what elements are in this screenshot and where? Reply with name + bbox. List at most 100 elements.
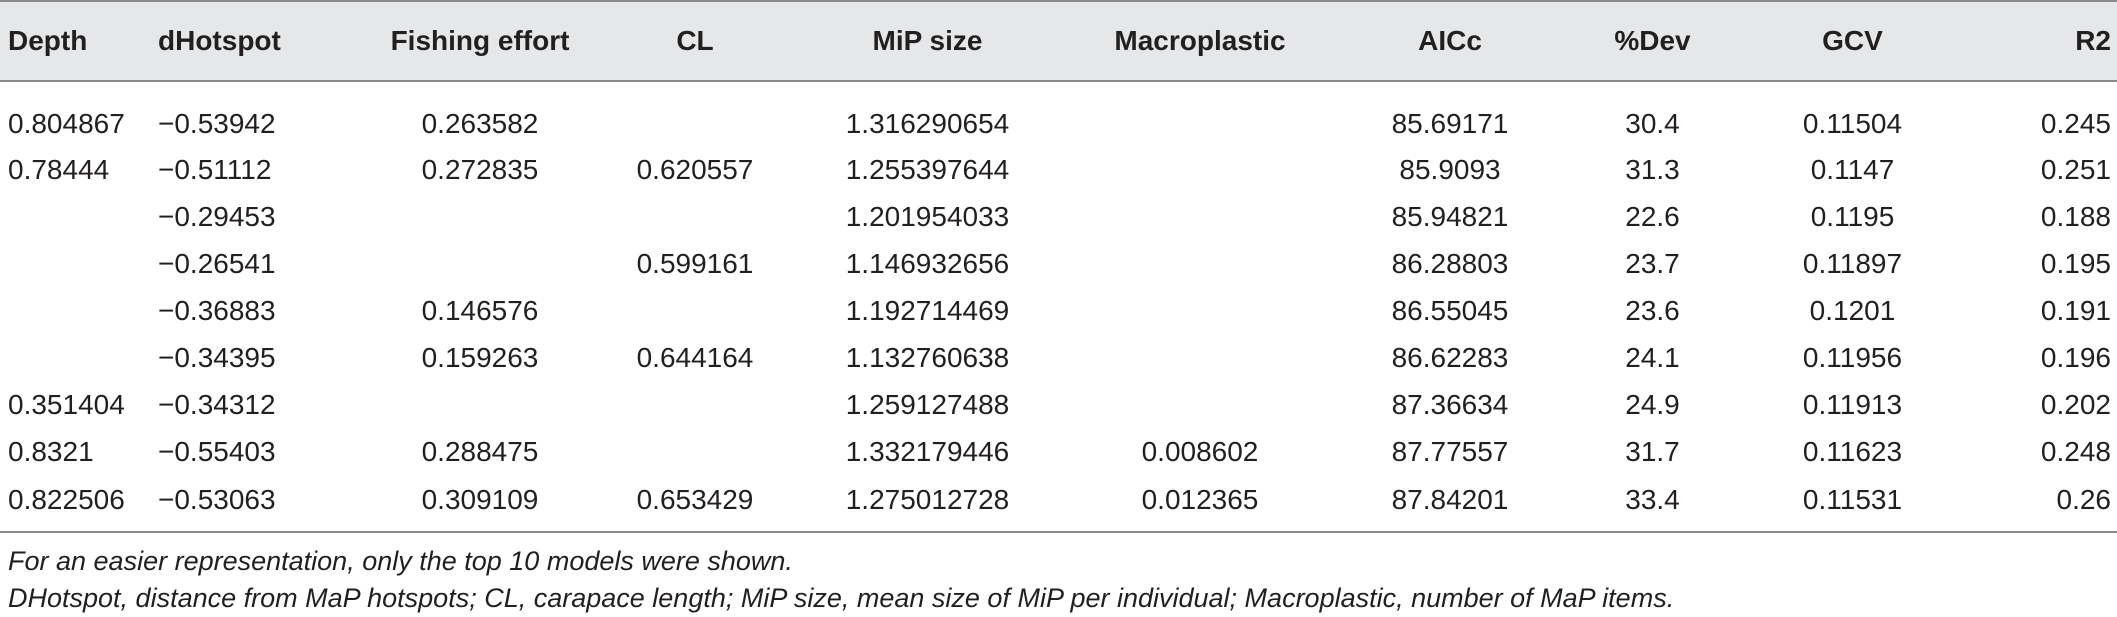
cell-cl: 0.599161	[636, 247, 754, 279]
cell-fishing-effort: 0.272835	[421, 153, 539, 185]
footnote-top-models: For an easier representation, only the t…	[8, 546, 793, 576]
cell-dev: 31.3	[1625, 153, 1680, 185]
cell-depth	[0, 287, 150, 334]
column-header-r2: R2	[2075, 25, 2111, 56]
table-footnotes: For an easier representation, only the t…	[0, 533, 2117, 617]
cell-aicc: 87.84201	[1391, 484, 1509, 515]
model-table: Depth dHotspot Fishing effort CL MiP siz…	[0, 1, 2117, 532]
cell-r2: 0.191	[2040, 294, 2111, 326]
cell-depth: 0.822506	[8, 484, 125, 515]
cell-dhotspot: −0.36883	[158, 294, 276, 326]
cell-gcv: 0.11897	[1802, 247, 1903, 279]
cell-depth: 0.8321	[8, 435, 94, 467]
column-header-mip-size: MiP size	[872, 25, 983, 56]
cell-cl	[595, 287, 795, 334]
cell-cl	[595, 81, 795, 146]
column-header-fishing-effort: Fishing effort	[390, 25, 570, 56]
cell-dev: 23.7	[1625, 247, 1680, 279]
table-row: 0.822506 −0.53063 0.309109 0.653429 1.275012…	[0, 475, 2117, 532]
cell-gcv: 0.11531	[1802, 484, 1903, 515]
cell-macroplastic	[1060, 193, 1340, 240]
column-header-dhotspot: dHotspot	[158, 25, 281, 56]
table-row: −0.34395 0.159263 0.644164 1.132760638 86.62…	[0, 334, 2117, 381]
cell-dhotspot: −0.26541	[158, 247, 276, 279]
cell-mip-size: 1.259127488	[845, 388, 1010, 420]
cell-dhotspot: −0.55403	[158, 435, 276, 467]
table-row: 0.804867 −0.53942 0.263582 1.316290654 85.69…	[0, 81, 2117, 146]
cell-gcv: 0.1201	[1809, 294, 1896, 326]
cell-mip-size: 1.275012728	[845, 484, 1010, 515]
cell-r2: 0.202	[2040, 388, 2111, 420]
cell-dhotspot: −0.53063	[158, 484, 276, 515]
cell-cl: 0.620557	[636, 153, 754, 185]
cell-macroplastic	[1060, 146, 1340, 193]
cell-r2: 0.196	[2040, 341, 2111, 373]
cell-gcv: 0.1195	[1810, 200, 1895, 232]
cell-aicc: 86.55045	[1391, 294, 1509, 326]
cell-cl: 0.644164	[636, 341, 754, 373]
cell-cl	[595, 428, 795, 475]
cell-gcv: 0.11504	[1802, 108, 1903, 139]
table-row: −0.36883 0.146576 1.192714469 86.55045 23.6 0…	[0, 287, 2117, 334]
cell-r2: 0.195	[2040, 247, 2111, 279]
cell-mip-size: 1.146932656	[845, 247, 1010, 279]
column-header-cl: CL	[676, 25, 714, 56]
cell-aicc: 86.28803	[1391, 247, 1509, 279]
cell-r2: 0.245	[2040, 108, 2111, 139]
table-row: 0.8321 −0.55403 0.288475 1.332179446 0.00860…	[0, 428, 2117, 475]
cell-aicc: 85.94821	[1391, 200, 1509, 232]
cell-dhotspot: −0.34312	[158, 388, 276, 420]
cell-aicc: 85.69171	[1391, 108, 1509, 139]
column-header-dev: %Dev	[1614, 25, 1691, 56]
cell-aicc: 85.9093	[1399, 153, 1501, 185]
cell-dev: 24.9	[1625, 388, 1680, 420]
cell-r2: 0.188	[2040, 200, 2111, 232]
cell-gcv: 0.11623	[1802, 435, 1903, 467]
cell-cl: 0.653429	[636, 484, 754, 515]
cell-gcv: 0.11956	[1802, 341, 1903, 373]
cell-macroplastic	[1060, 381, 1340, 428]
cell-r2: 0.26	[2056, 484, 2112, 515]
cell-cl	[595, 381, 795, 428]
cell-mip-size: 1.192714469	[845, 294, 1010, 326]
column-header-macroplastic: Macroplastic	[1114, 25, 1286, 56]
cell-dev: 33.4	[1625, 484, 1680, 515]
cell-depth	[0, 193, 150, 240]
cell-mip-size: 1.132760638	[845, 341, 1010, 373]
cell-aicc: 87.77557	[1391, 435, 1509, 467]
cell-depth	[0, 334, 150, 381]
cell-fishing-effort	[365, 193, 595, 240]
cell-fishing-effort: 0.263582	[421, 108, 539, 139]
cell-fishing-effort	[365, 381, 595, 428]
table-row: −0.26541 0.599161 1.146932656 86.28803 23.7 0…	[0, 240, 2117, 287]
cell-macroplastic: 0.012365	[1141, 484, 1259, 515]
table-row: 0.78444 −0.51112 0.272835 0.620557 1.2553976…	[0, 146, 2117, 193]
cell-dhotspot: −0.51112	[158, 153, 272, 185]
cell-fishing-effort: 0.159263	[421, 341, 539, 373]
cell-mip-size: 1.255397644	[845, 153, 1010, 185]
footnote-abbreviations: DHotspot, distance from MaP hotspots; CL…	[8, 583, 1675, 613]
cell-r2: 0.248	[2040, 435, 2111, 467]
cell-fishing-effort: 0.309109	[421, 484, 539, 515]
cell-gcv: 0.1147	[1810, 153, 1895, 185]
cell-dev: 23.6	[1625, 294, 1680, 326]
cell-gcv: 0.11913	[1802, 388, 1903, 420]
cell-dev: 31.7	[1625, 435, 1680, 467]
cell-fishing-effort: 0.146576	[421, 294, 539, 326]
cell-mip-size: 1.201954033	[845, 200, 1010, 232]
cell-fishing-effort	[365, 240, 595, 287]
cell-macroplastic	[1060, 81, 1340, 146]
cell-r2: 0.251	[2040, 153, 2111, 185]
cell-fishing-effort: 0.288475	[421, 435, 539, 467]
cell-dhotspot: −0.34395	[158, 341, 276, 373]
cell-macroplastic	[1060, 240, 1340, 287]
cell-aicc: 87.36634	[1391, 388, 1509, 420]
cell-dev: 22.6	[1625, 200, 1680, 232]
cell-depth: 0.804867	[8, 108, 125, 139]
column-header-gcv: GCV	[1822, 25, 1883, 56]
table-body: 0.804867 −0.53942 0.263582 1.316290654 85.69…	[0, 81, 2117, 532]
cell-dev: 24.1	[1625, 341, 1680, 373]
cell-dhotspot: −0.53942	[158, 108, 276, 139]
cell-depth	[0, 240, 150, 287]
